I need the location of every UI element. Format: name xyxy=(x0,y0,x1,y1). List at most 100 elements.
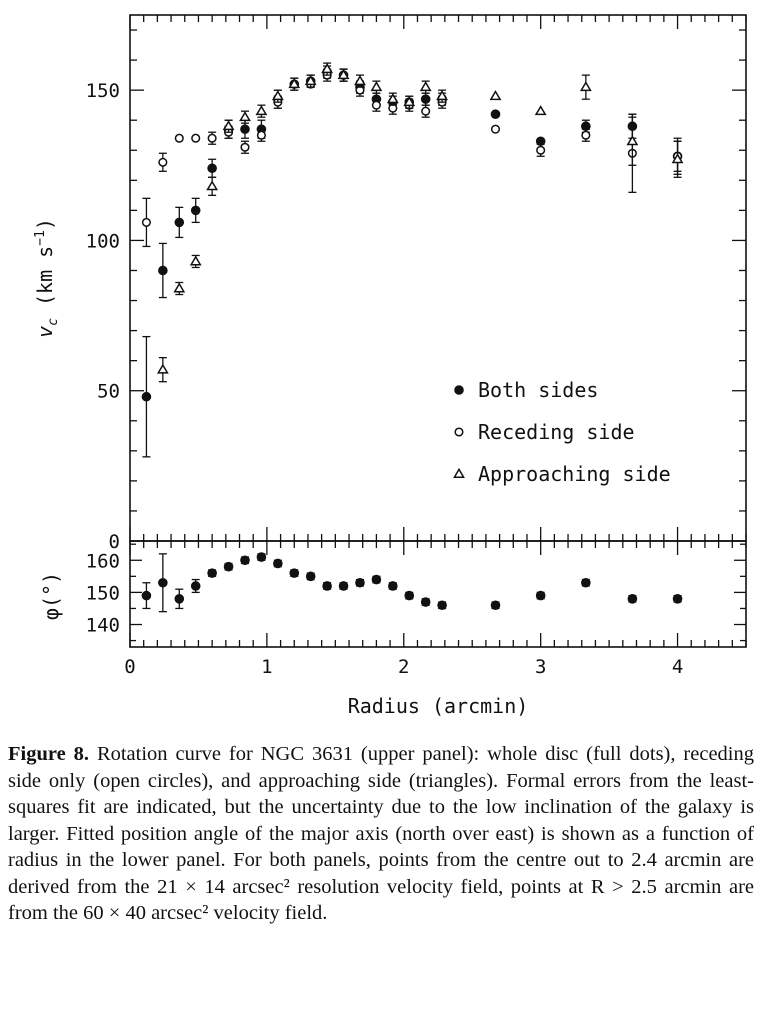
legend-marker-receding-side xyxy=(454,427,464,437)
y-axis-sub: c xyxy=(46,318,61,326)
legend-label-receding-side: Receding side xyxy=(478,420,635,444)
position-angle-point xyxy=(158,577,168,588)
position-angle-point xyxy=(490,600,501,611)
position-angle-point xyxy=(273,558,283,569)
position-angle-point xyxy=(256,552,267,562)
caption-text: Rotation curve for NGC 3631 (upper panel… xyxy=(8,743,754,924)
receding-side-point xyxy=(174,133,184,143)
position-angle-point xyxy=(322,581,332,591)
approaching-side-point xyxy=(386,93,399,104)
legend-label-both-sides: Both sides xyxy=(478,378,598,402)
receding-side-point xyxy=(371,100,381,110)
x-tick-label: 1 xyxy=(261,656,272,678)
approaching-side-point xyxy=(321,63,334,74)
position-angle-point xyxy=(581,577,591,588)
legend-label-approaching-side: Approaching side xyxy=(478,462,671,486)
position-angle-point xyxy=(355,577,365,588)
approaching-side-point xyxy=(206,180,219,191)
position-angle-point xyxy=(240,555,250,566)
y-tick-label: 0 xyxy=(109,531,120,553)
receding-side-point xyxy=(581,130,591,140)
approaching-side-point xyxy=(271,90,284,101)
approaching-side-point xyxy=(671,153,684,164)
position-angle-point xyxy=(535,590,546,601)
approaching-side-point xyxy=(626,135,639,146)
x-tick-label: 0 xyxy=(124,656,135,678)
position-angle-point xyxy=(207,568,217,578)
position-angle-point xyxy=(174,594,185,604)
approaching-side-point xyxy=(489,90,502,101)
approaching-side-point xyxy=(288,78,301,89)
approaching-side-point xyxy=(419,81,432,92)
both-sides-point xyxy=(190,205,201,216)
approaching-side-point xyxy=(304,75,317,86)
legend: Both sides Receding side Approaching side xyxy=(453,378,671,486)
position-angle-point xyxy=(141,590,152,601)
position-angle-point xyxy=(305,571,316,582)
x-axis-title: Radius (arcmin) xyxy=(348,694,529,718)
receding-side-point xyxy=(240,142,250,152)
receding-side-point xyxy=(490,124,501,134)
position-angle-point xyxy=(338,581,349,591)
approaching-side-point xyxy=(337,69,350,80)
x-tick-label: 4 xyxy=(672,656,683,678)
y-tick-label: 50 xyxy=(97,381,120,403)
position-angle-point xyxy=(371,574,382,585)
receding-side-point xyxy=(191,133,201,143)
caption-label: Figure 8. xyxy=(8,743,89,765)
y-tick-label: 150 xyxy=(86,80,120,102)
approaching-side-point xyxy=(579,81,592,92)
approaching-side-point xyxy=(403,96,416,107)
both-sides-point xyxy=(158,265,168,276)
position-angle-point xyxy=(223,561,234,572)
phi-axis-title: φ(°) xyxy=(39,572,63,620)
receding-side-point xyxy=(421,106,431,116)
lower-panel xyxy=(129,540,747,648)
y-axis-close: ) xyxy=(33,218,57,230)
approaching-side-point xyxy=(534,105,547,116)
position-angle-point xyxy=(289,568,300,578)
x-tick-label: 2 xyxy=(398,656,409,678)
approaching-side-point xyxy=(354,75,366,86)
position-angle-point xyxy=(420,597,431,607)
both-sides-point xyxy=(240,124,250,135)
both-sides-point xyxy=(420,94,431,104)
receding-side-point xyxy=(536,145,546,155)
figure-caption: Figure 8. Rotation curve for NGC 3631 (u… xyxy=(8,741,754,927)
y-axis-units: (km s xyxy=(33,246,57,318)
y-axis-var: v xyxy=(33,326,57,338)
approaching-side-point xyxy=(255,105,268,116)
position-angle-point xyxy=(388,581,398,591)
approaching-side-point xyxy=(156,363,169,374)
both-sides-point xyxy=(141,391,152,402)
approaching-side-point xyxy=(370,81,383,92)
x-tick-label: 3 xyxy=(535,656,546,678)
approaching-side-point xyxy=(239,111,251,122)
approaching-side-point xyxy=(189,255,202,266)
approaching-side-point xyxy=(173,282,186,293)
position-angle-point xyxy=(672,594,683,604)
receding-side-point xyxy=(207,133,217,143)
position-angle-point xyxy=(190,581,201,591)
legend-marker-both-sides xyxy=(454,385,464,395)
y-axis-exp: −1 xyxy=(33,230,48,246)
receding-side-point xyxy=(158,157,168,167)
approaching-side-point xyxy=(436,90,449,101)
both-sides-point xyxy=(207,163,217,174)
y-tick-label: 140 xyxy=(86,615,120,637)
y-tick-label: 150 xyxy=(86,582,120,604)
receding-side-point xyxy=(256,130,266,140)
position-angle-point xyxy=(437,600,447,611)
y-axis-title: vc (km s−1) xyxy=(33,218,61,338)
both-sides-point xyxy=(490,109,501,119)
lower-frame xyxy=(129,540,747,648)
y-tick-label: 100 xyxy=(86,230,120,252)
y-tick-label: 160 xyxy=(86,550,120,572)
legend-marker-approaching-side xyxy=(453,467,465,478)
position-angle-point xyxy=(404,590,415,601)
approaching-side-point xyxy=(222,120,235,131)
upper-panel xyxy=(129,14,747,542)
both-sides-point xyxy=(174,217,185,228)
